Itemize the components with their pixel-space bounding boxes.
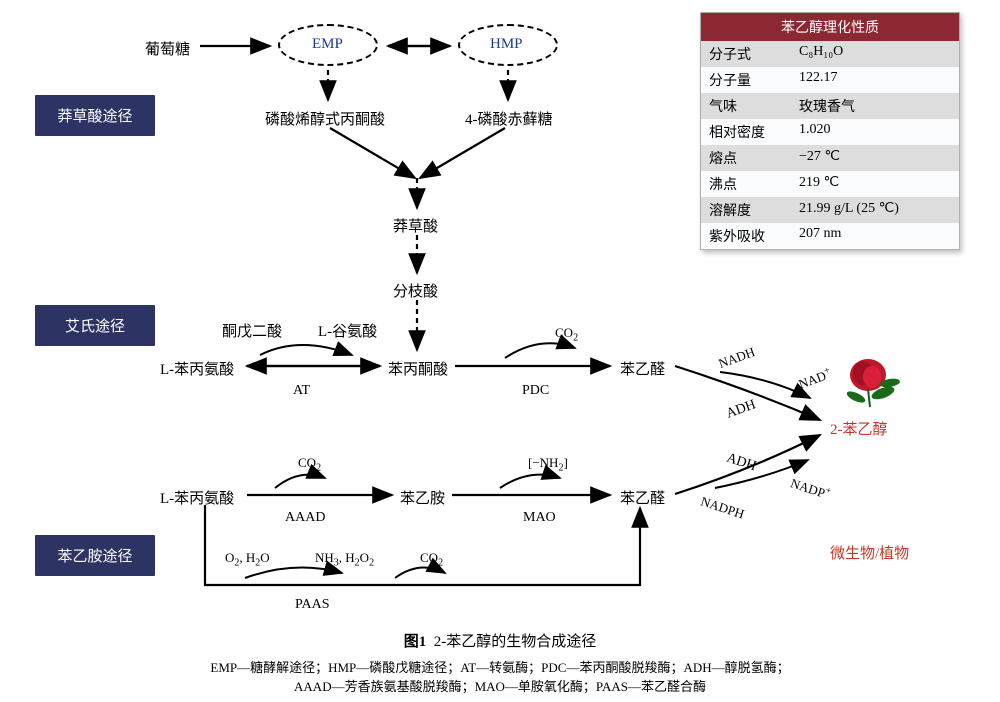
enzyme-mao: MAO	[523, 510, 556, 526]
pathway-pea-label: 苯乙胺途径	[35, 535, 155, 576]
prop-k-6: 溶解度	[701, 197, 791, 223]
prop-v-6: 21.99 g/L (25 ℃)	[791, 197, 959, 223]
prop-k-2: 气味	[701, 93, 791, 119]
properties-table: 苯乙醇理化性质 分子式C₈H₁₀O 分子量122.17 气味玫瑰香气 相对密度1…	[700, 12, 960, 250]
nadph: NADPH	[699, 493, 747, 522]
enzyme-adh1: ADH	[724, 397, 758, 422]
prop-v-2: 玫瑰香气	[791, 93, 959, 119]
node-shikimate: 莽草酸	[393, 215, 438, 236]
nadh: NADH	[716, 344, 757, 372]
prop-v-0: C₈H₁₀O	[791, 41, 959, 67]
prop-v-7: 207 nm	[791, 223, 959, 249]
node-ketoglutarate: 酮戊二酸	[222, 320, 282, 341]
pathway-ehrlich-label: 艾氏途径	[35, 305, 155, 346]
product-2pe: 2-苯乙醇	[830, 418, 888, 439]
nh2-mao: [−NH2]	[528, 455, 568, 474]
diagram-canvas: 莽草酸途径 艾氏途径 苯乙胺途径 EMP HMP 葡萄糖 磷酸烯醇式丙酮酸 4-…	[0, 0, 1000, 702]
node-glucose: 葡萄糖	[145, 38, 190, 59]
pathway-shikimate-label: 莽草酸途径	[35, 95, 155, 136]
node-phenylpyruvate: 苯丙酮酸	[388, 358, 448, 379]
prop-v-3: 1.020	[791, 119, 959, 145]
co2-paas: CO2	[420, 550, 443, 569]
fig-legend-1: EMP—糖酵解途径；HMP—磷酸戊糖途径；AT—转氨酶；PDC—苯丙酮酸脱羧酶；…	[0, 657, 1000, 676]
prop-k-1: 分子量	[701, 67, 791, 93]
note-organism: 微生物/植物	[830, 542, 909, 563]
prop-v-1: 122.17	[791, 67, 959, 93]
o2h2o: O2, H2O	[225, 550, 270, 569]
node-pep: 磷酸烯醇式丙酮酸	[265, 108, 385, 129]
enzyme-paas: PAAS	[295, 597, 330, 613]
node-paa1: 苯乙醛	[620, 358, 665, 379]
node-chorismate: 分枝酸	[393, 280, 438, 301]
prop-k-7: 紫外吸收	[701, 223, 791, 249]
enzyme-aaad: AAAD	[285, 510, 325, 526]
prop-k-4: 熔点	[701, 145, 791, 171]
node-phe2: L-苯丙氨酸	[160, 487, 234, 508]
prop-k-3: 相对密度	[701, 119, 791, 145]
fig-title: 2-苯乙醇的生物合成途径	[434, 634, 597, 650]
prop-v-4: −27 ℃	[791, 145, 959, 171]
figure-caption: 图1 2-苯乙醇的生物合成途径 EMP—糖酵解途径；HMP—磷酸戊糖途径；AT—…	[0, 630, 1000, 695]
enzyme-at: AT	[293, 383, 310, 399]
rose-icon	[838, 355, 908, 410]
prop-v-5: 219 ℃	[791, 171, 959, 197]
prop-k-5: 沸点	[701, 171, 791, 197]
enzyme-adh2: ADH	[724, 451, 758, 476]
node-e4p: 4-磷酸赤藓糖	[465, 108, 553, 129]
node-phe1: L-苯丙氨酸	[160, 358, 234, 379]
properties-title: 苯乙醇理化性质	[701, 13, 959, 41]
enzyme-pdc: PDC	[522, 383, 549, 399]
fig-label: 图1	[404, 634, 427, 650]
nadp: NADP+	[788, 474, 832, 503]
prop-k-0: 分子式	[701, 41, 791, 67]
fig-legend-2: AAAD—芳香族氨基酸脱羧酶；MAO—单胺氧化酶；PAAS—苯乙醛合酶	[0, 676, 1000, 695]
node-paa2: 苯乙醛	[620, 487, 665, 508]
node-pea: 苯乙胺	[400, 487, 445, 508]
co2-aaad: CO2	[298, 455, 321, 474]
nad: NAD+	[796, 365, 834, 393]
hmp-text: HMP	[490, 36, 523, 53]
co2-pdc: CO2	[555, 325, 578, 344]
emp-text: EMP	[312, 36, 343, 53]
node-glutamate: L-谷氨酸	[318, 320, 377, 341]
nh3h2o2: NH3, H2O2	[315, 550, 374, 569]
